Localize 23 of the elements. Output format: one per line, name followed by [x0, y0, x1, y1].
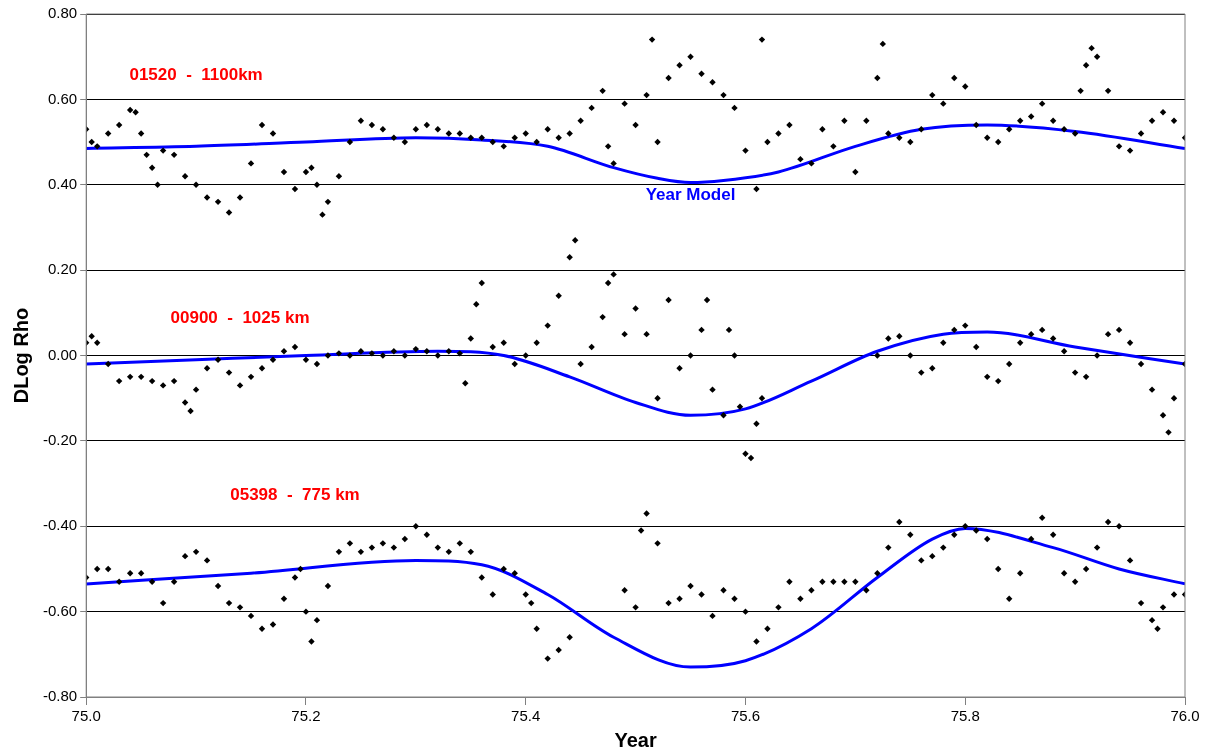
y-tick-label: -0.20 [42, 431, 78, 449]
line-series [86, 123, 1185, 185]
y-tick-label: -0.80 [42, 687, 78, 705]
x-tick-label: 75.6 [730, 707, 761, 725]
line-series [86, 330, 1185, 417]
x-tick-label: 76.0 [1170, 707, 1200, 725]
y-tick-label: 0.60 [47, 89, 78, 107]
annotation: 01520 - 1100km [129, 65, 263, 85]
x-tick-label: 75.0 [71, 707, 101, 725]
y-tick-label: 0.80 [47, 4, 78, 22]
y-axis-title: DLog Rho [9, 307, 32, 404]
x-tick-label: 75.4 [511, 707, 541, 725]
x-axis-title: Year [614, 728, 657, 751]
y-tick-label: 0.00 [47, 345, 78, 363]
annotation: 00900 - 1025 km [170, 307, 310, 327]
annotation: Year Model [645, 184, 736, 204]
y-tick-label: -0.60 [42, 601, 78, 619]
y-tick-label: -0.40 [42, 516, 78, 534]
annotation: 05398 - 775 km [230, 485, 360, 505]
x-tick-label: 75.2 [291, 707, 321, 725]
x-tick-label: 75.8 [950, 707, 980, 725]
y-tick-label: 0.20 [47, 260, 78, 278]
y-tick-label: 0.40 [47, 174, 78, 192]
